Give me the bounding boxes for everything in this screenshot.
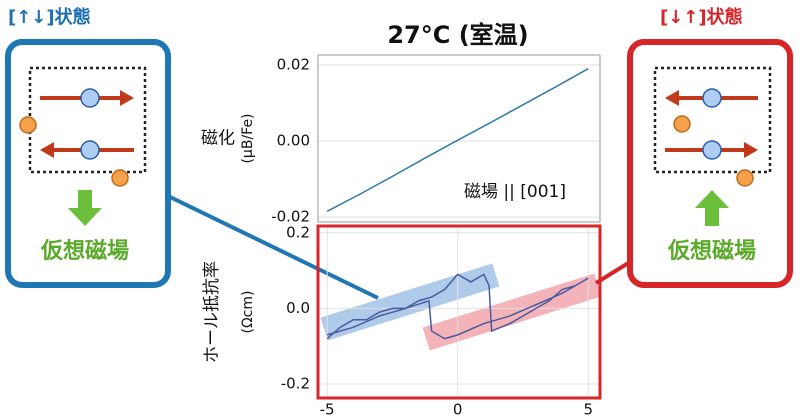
y-tick-label: -0.2 (281, 375, 310, 393)
y-tick-label: 0.00 (277, 131, 310, 149)
plot-frame (316, 224, 602, 400)
spin-diagram (665, 88, 758, 226)
y-tick-label: 0.2 (286, 223, 310, 241)
y-axis-label: ホール抵抗率 (202, 261, 222, 363)
dotted-box (653, 66, 772, 174)
y-axis-unit: (Ωcm) (240, 291, 256, 334)
y-tick-label: 0.0 (286, 299, 310, 317)
connector (594, 260, 632, 285)
highlight-band (320, 263, 500, 341)
panel-title: [↓↑]状態 (660, 6, 743, 28)
data-line (326, 273, 589, 340)
panel-title: [↑↓]状態 (8, 6, 91, 28)
spin-diagram (19, 88, 134, 226)
data-line (326, 68, 589, 213)
panel-frame (5, 39, 171, 288)
x-tick-label: 0 (453, 401, 463, 418)
connector (167, 194, 379, 300)
y-tick-label: 0.02 (277, 55, 310, 73)
y-axis-label: 磁化 (201, 129, 235, 149)
x-tick-label: 5 (583, 401, 593, 418)
panel-label: 仮想磁場 (667, 238, 756, 264)
y-axis-unit: (μB/Fe) (240, 113, 256, 163)
panel-label: 仮想磁場 (40, 238, 129, 264)
figure-title: 27°C (室温) (387, 21, 528, 49)
plot-frame (317, 54, 601, 223)
panel-frame (627, 39, 793, 288)
x-tick-label: -5 (320, 401, 335, 418)
y-tick-label: -0.02 (271, 208, 310, 226)
x-axis-label: 磁場 || [001] (464, 182, 566, 202)
